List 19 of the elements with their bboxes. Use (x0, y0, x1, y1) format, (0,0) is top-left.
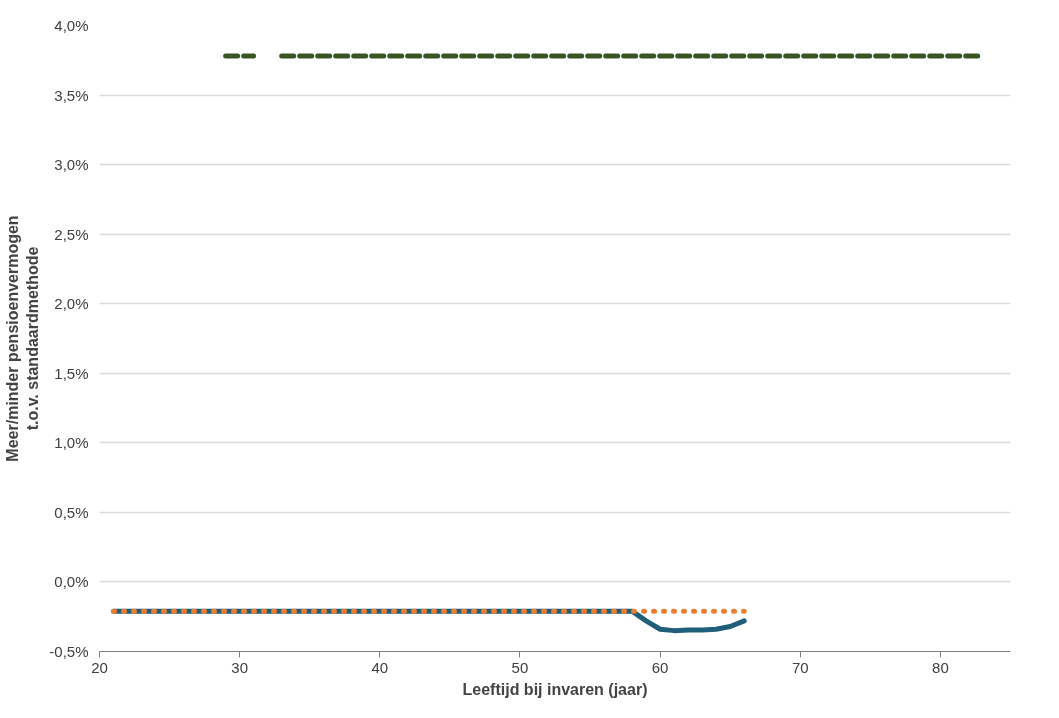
x-tick-label: 40 (371, 658, 389, 676)
x-tick-label: 70 (791, 658, 809, 676)
y-tick-label: 1,5% (54, 364, 89, 382)
y-tick-label: 3,0% (54, 156, 89, 174)
x-tick-label: 20 (91, 658, 108, 676)
y-axis-title: Meer/minder pensioenvermogen t.o.v. standaardmethode (3, 215, 42, 462)
y-tick-label: 3,5% (54, 86, 89, 104)
y-tick-label: 4,0% (54, 17, 89, 34)
x-axis-title: Leeftijd bij invaren (jaar) (462, 680, 648, 698)
x-tick-label: 30 (231, 658, 248, 676)
x-tick-label: 80 (932, 658, 949, 676)
x-tick-label: 50 (511, 658, 529, 676)
y-tick-label: -0,5% (49, 643, 89, 660)
y-tick-label: 2,0% (54, 295, 89, 313)
x-tick-label: 60 (651, 658, 669, 676)
y-tick-label: 2,5% (54, 225, 89, 243)
y-tick-label: 1,0% (54, 434, 89, 452)
y-tick-label: 0,0% (54, 573, 89, 591)
y-tick-label: 0,5% (54, 503, 89, 521)
